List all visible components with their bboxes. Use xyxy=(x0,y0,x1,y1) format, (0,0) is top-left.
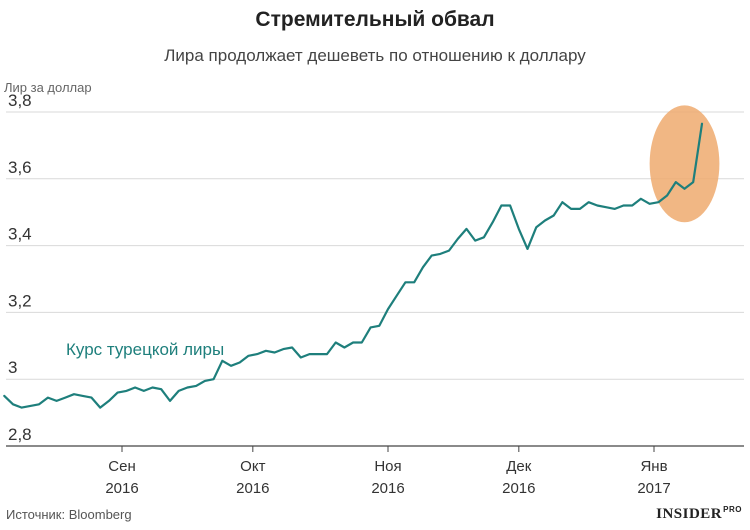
chart-subtitle: Лира продолжает дешеветь по отношению к … xyxy=(164,46,586,65)
x-tick-month: Янв xyxy=(640,458,667,475)
y-tick-label: 3 xyxy=(8,358,17,377)
x-tick-year: 2016 xyxy=(105,480,138,497)
x-tick-month: Ноя xyxy=(374,458,401,475)
x-tick-year: 2016 xyxy=(371,480,404,497)
highlight-ellipse xyxy=(649,105,720,223)
y-tick-label: 2,8 xyxy=(8,425,32,444)
x-tick-month: Сен xyxy=(108,458,135,475)
series-line xyxy=(3,122,704,409)
x-tick-year: 2017 xyxy=(637,480,670,497)
chart-title: Стремительный обвал xyxy=(255,8,495,31)
highlight-region xyxy=(649,105,720,223)
series-label: Курс турецкой лиры xyxy=(66,340,224,359)
y-tick-label: 3,6 xyxy=(8,158,32,177)
y-tick-label: 3,4 xyxy=(8,225,32,244)
brand-logo: INSIDERPRO xyxy=(656,505,742,523)
brand-suffix: PRO xyxy=(723,505,742,514)
y-axis-unit-label: Лир за доллар xyxy=(4,80,92,95)
y-tick-label: 3,2 xyxy=(8,291,32,310)
brand-name: INSIDER xyxy=(656,506,723,522)
x-tick-labels: Сен 2016 Окт 2016 Ноя 2016 Дек 2016 Янв 2017 xyxy=(105,446,671,497)
y-tick-labels: 2,8 3 3,2 3,4 3,6 3,8 xyxy=(8,91,32,444)
y-gridlines xyxy=(6,111,744,447)
x-tick-month: Окт xyxy=(240,458,265,475)
y-tick-label: 3,8 xyxy=(8,91,32,110)
x-tick-month: Дек xyxy=(506,458,532,475)
source-note: Источник: Bloomberg xyxy=(6,507,132,522)
series-lines xyxy=(3,122,704,409)
x-tick-year: 2016 xyxy=(236,480,269,497)
x-tick-year: 2016 xyxy=(502,480,535,497)
